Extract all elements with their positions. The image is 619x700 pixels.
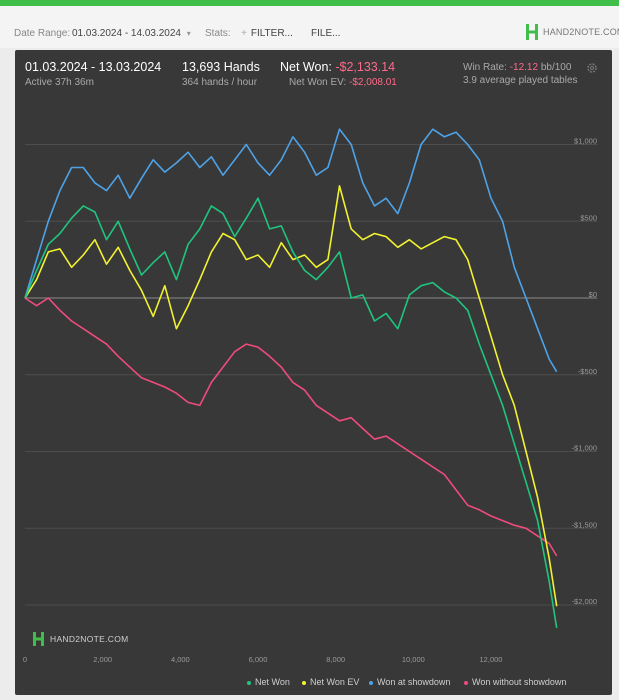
plus-icon: + <box>241 28 247 39</box>
filter-button-label: FILTER... <box>250 28 293 39</box>
legend-dot <box>464 680 468 685</box>
series-line-won-without-showdown <box>24 297 558 557</box>
y-tick-label: -$2,000 <box>572 597 597 606</box>
series-line-net-won-ev <box>24 185 558 607</box>
series-line-won-at-showdown <box>24 128 558 373</box>
date-range-select[interactable]: 01.03.2024 - 14.03.2024 ▾ <box>72 28 191 39</box>
brand-logo: HAND2NOTE.COM <box>525 23 619 41</box>
gear-icon[interactable] <box>586 62 598 74</box>
date-range-value: 01.03.2024 - 14.03.2024 <box>72 28 181 39</box>
toolbar: Date Range: 01.03.2024 - 14.03.2024 ▾ St… <box>0 0 619 48</box>
legend-item-won-without-showdown[interactable]: Won without showdown <box>464 677 566 687</box>
net-won-value: -$2,133.14 <box>335 60 396 74</box>
watermark-logo: HAND2NOTE.COM <box>32 631 129 647</box>
x-tick-label: 12,000 <box>480 655 503 664</box>
hand2note-watermark-icon <box>33 632 44 646</box>
legend-item-net-won-ev[interactable]: Net Won EV <box>302 677 359 687</box>
legend-item-won-at-showdown[interactable]: Won at showdown <box>369 677 450 687</box>
logo-text: HAND2NOTE.COM <box>543 27 619 37</box>
net-won-stat: Net Won: -$2,133.14 <box>280 60 395 74</box>
hand2note-logo-icon <box>526 24 538 40</box>
watermark-text: HAND2NOTE.COM <box>50 634 129 644</box>
net-won-ev-stat: Net Won EV: -$2,008.01 <box>289 77 397 88</box>
legend-label: Won without showdown <box>472 677 567 687</box>
average-tables: 3.9 average played tables <box>463 75 578 86</box>
date-range-label: Date Range: <box>14 28 71 39</box>
x-tick-label: 6,000 <box>249 655 268 664</box>
graph-panel <box>15 50 612 695</box>
period-title: 01.03.2024 - 13.03.2024 <box>25 60 162 74</box>
y-tick-label: $0 <box>589 290 597 299</box>
win-rate-stat: Win Rate: -12.12 bb/100 <box>463 62 571 73</box>
legend-dot <box>369 680 373 685</box>
active-time: Active 37h 36m <box>25 77 94 88</box>
net-won-ev-label: Net Won EV: <box>289 77 347 88</box>
legend-dot <box>247 680 251 685</box>
legend-label: Won at showdown <box>377 677 451 687</box>
legend-label: Net Won <box>255 677 290 687</box>
chevron-down-icon: ▾ <box>186 29 191 38</box>
net-won-label: Net Won: <box>280 60 332 74</box>
file-button[interactable]: FILE... <box>311 28 340 39</box>
y-tick-label: $500 <box>580 213 597 222</box>
x-tick-label: 10,000 <box>402 655 425 664</box>
file-button-label: FILE... <box>311 28 341 39</box>
filter-button[interactable]: + FILTER... <box>241 28 293 39</box>
hands-rate: 364 hands / hour <box>182 77 258 88</box>
hands-count: 13,693 Hands <box>182 60 260 74</box>
series-line-net-won <box>24 197 558 629</box>
stats-label: Stats: <box>205 28 231 39</box>
x-tick-label: 4,000 <box>171 655 190 664</box>
legend-label: Net Won EV <box>310 677 360 687</box>
y-tick-label: -$500 <box>578 367 597 376</box>
win-rate-unit: bb/100 <box>540 62 572 73</box>
y-tick-label: -$1,000 <box>572 444 597 453</box>
x-tick-label: 8,000 <box>326 655 345 664</box>
win-rate-label: Win Rate: <box>463 62 507 73</box>
legend-dot <box>302 680 306 685</box>
y-tick-label: -$1,500 <box>572 520 597 529</box>
net-won-ev-value: -$2,008.01 <box>349 77 397 88</box>
x-tick-label: 0 <box>23 655 27 664</box>
y-tick-label: $1,000 <box>574 137 597 146</box>
win-rate-value: -12.12 <box>509 62 539 73</box>
x-tick-label: 2,000 <box>93 655 112 664</box>
legend-item-net-won[interactable]: Net Won <box>247 677 290 687</box>
